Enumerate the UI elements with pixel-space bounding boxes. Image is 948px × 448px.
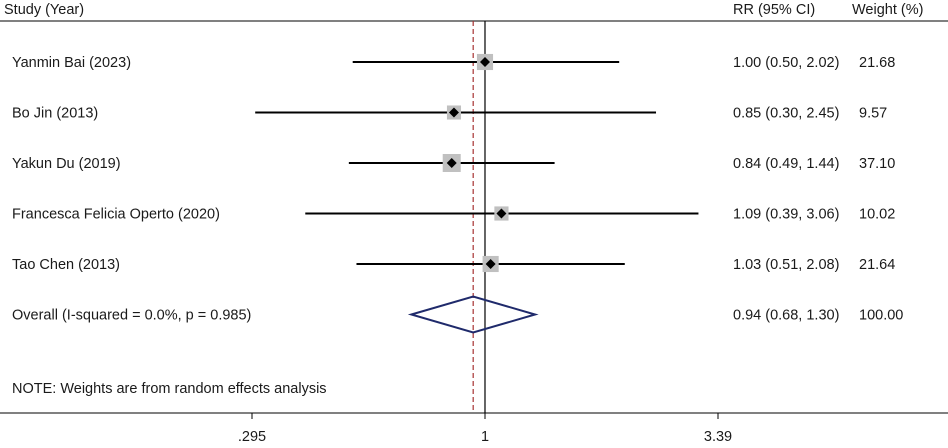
reference-lines [472, 21, 486, 413]
study-label: Bo Jin (2013) [12, 106, 98, 122]
study-label: Yanmin Bai (2023) [12, 55, 131, 71]
ci-text: 1.00 (0.50, 2.02) [733, 55, 839, 71]
point-estimate-marker [448, 107, 459, 118]
study-label: Tao Chen (2013) [12, 257, 120, 273]
study-row: Tao Chen (2013) 1.03 (0.51, 2.08) 21.64 [12, 255, 895, 273]
overall-label: Overall (I-squared = 0.0%, p = 0.985) [12, 308, 251, 324]
x-tick-label: 3.39 [704, 429, 732, 445]
study-row: Bo Jin (2013) 0.85 (0.30, 2.45) 9.57 [12, 105, 887, 122]
ci-text: 1.09 (0.39, 3.06) [733, 207, 839, 223]
point-estimate-marker [496, 208, 507, 219]
study-label: Francesca Felicia Operto (2020) [12, 207, 220, 223]
study-rows: Yanmin Bai (2023) 1.00 (0.50, 2.02) 21.68 B… [12, 53, 895, 273]
x-axis: .295 1 3.39 [238, 413, 732, 445]
x-tick-label: 1 [481, 429, 489, 445]
weight-text: 21.68 [859, 55, 895, 71]
weight-text: 9.57 [859, 106, 887, 122]
weight-text: 21.64 [859, 257, 895, 273]
study-row: Francesca Felicia Operto (2020) 1.09 (0.3… [12, 206, 895, 223]
study-row: Yakun Du (2019) 0.84 (0.49, 1.44) 37.10 [12, 154, 895, 172]
x-tick-label: .295 [238, 429, 266, 445]
note-text: NOTE: Weights are from random effects an… [12, 381, 327, 397]
point-estimate-marker [479, 57, 490, 67]
ci-text: 1.03 (0.51, 2.08) [733, 257, 839, 273]
point-estimate-marker [446, 158, 457, 168]
ci-text: 0.85 (0.30, 2.45) [733, 106, 839, 122]
study-label: Yakun Du (2019) [12, 156, 121, 172]
point-estimate-marker [485, 259, 496, 269]
weight-text: 37.10 [859, 156, 895, 172]
ci-text: 0.84 (0.49, 1.44) [733, 156, 839, 172]
header-weight: Weight (%) [852, 2, 923, 18]
overall-weight-text: 100.00 [859, 308, 903, 324]
header-row: Study (Year) RR (95% CI) Weight (%) [4, 2, 923, 18]
header-effect: RR (95% CI) [733, 2, 815, 18]
overall-row: Overall (I-squared = 0.0%, p = 0.985) 0.9… [12, 295, 903, 334]
study-row: Yanmin Bai (2023) 1.00 (0.50, 2.02) 21.68 [12, 53, 895, 71]
header-study: Study (Year) [4, 2, 84, 18]
overall-diamond [407, 295, 539, 334]
overall-ci-text: 0.94 (0.68, 1.30) [733, 308, 839, 324]
weight-text: 10.02 [859, 207, 895, 223]
